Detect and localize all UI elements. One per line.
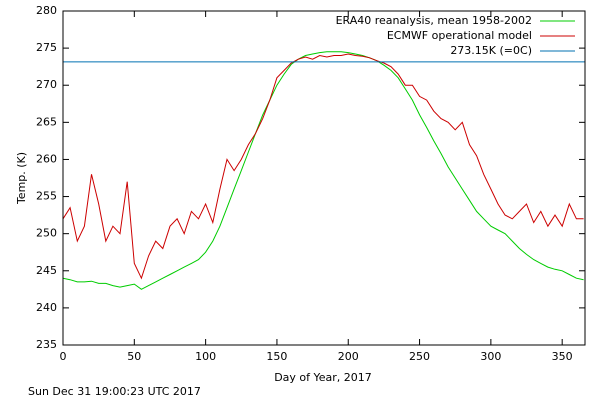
y-axis-label: Temp. (K) [15,152,28,205]
x-tick-label: 150 [266,350,287,363]
plot-frame [62,10,586,346]
x-tick-label: 0 [60,350,67,363]
y-tick-label: 255 [36,190,57,203]
legend-label: ECMWF operational model [387,29,532,42]
footer: Sun Dec 31 19:00:23 UTC 2017 [28,385,201,398]
y-tick-label: 260 [36,152,57,165]
y-tick-label: 275 [36,41,57,54]
x-tick-label: 350 [552,350,573,363]
legend-label: 273.15K (=0C) [450,44,532,57]
legend-label: ERA40 reanalysis, mean 1958-2002 [336,14,532,27]
series-line [62,53,584,280]
x-tick-label: 50 [127,350,141,363]
series-line [62,51,584,290]
x-axis-label: Day of Year, 2017 [274,371,372,384]
y-tick-label: 250 [36,227,57,240]
y-tick-label: 240 [36,301,57,314]
x-tick-label: 250 [409,350,430,363]
y-tick-label: 280 [36,4,57,17]
x-tick-label: 100 [195,350,216,363]
x-tick-label: 200 [338,350,359,363]
y-tick-label: 270 [36,78,57,91]
x-tick-label: 300 [480,350,501,363]
y-tick-label: 235 [36,338,57,351]
y-tick-label: 245 [36,264,57,277]
y-tick-label: 265 [36,115,57,128]
